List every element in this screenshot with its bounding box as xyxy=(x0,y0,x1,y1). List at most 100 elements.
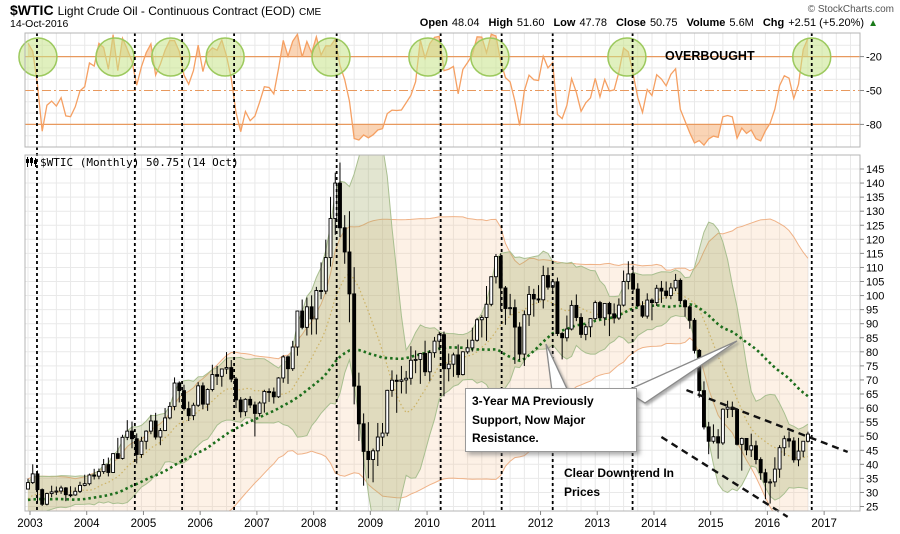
price-tick-label: 70 xyxy=(866,375,878,387)
candle xyxy=(304,306,309,328)
candle xyxy=(390,379,394,391)
volume-label: Volume xyxy=(686,17,726,29)
candle xyxy=(172,382,177,407)
candle xyxy=(460,351,465,376)
exchange-label: CME xyxy=(299,7,322,18)
callout-line: Support, Now Major xyxy=(472,412,586,427)
candle xyxy=(286,356,290,370)
price-tick-label: 90 xyxy=(866,319,878,331)
price-tick-label: 75 xyxy=(866,361,878,373)
year-tick-label: 2007 xyxy=(244,518,270,530)
overbought-highlight-circle xyxy=(151,37,191,77)
candle xyxy=(517,326,522,355)
candle xyxy=(522,314,527,355)
overbought-highlight-circle xyxy=(470,37,510,77)
candle xyxy=(295,310,300,348)
year-tick-label: 2010 xyxy=(414,518,440,530)
downtrend-channel-line xyxy=(686,388,849,454)
candle xyxy=(673,279,678,289)
change-value: +2.51 (+5.20%) xyxy=(788,17,865,29)
low-label: Low xyxy=(553,17,576,29)
candle xyxy=(68,494,73,497)
year-tick-label: 2015 xyxy=(698,518,724,530)
candle xyxy=(101,464,106,473)
main-price-panel xyxy=(26,155,810,511)
candle xyxy=(616,304,621,319)
candle xyxy=(82,483,87,486)
candle xyxy=(777,447,782,470)
candle xyxy=(73,490,78,496)
candle xyxy=(531,293,536,300)
year-tick-label: 2006 xyxy=(187,518,213,530)
candle xyxy=(319,290,324,292)
candle xyxy=(621,281,626,306)
downtrend-channel-line xyxy=(660,436,789,518)
candle xyxy=(96,471,101,477)
chart-header: $WTIC Light Crude Oil - Continuous Contra… xyxy=(10,2,321,20)
year-tick-label: 2013 xyxy=(584,518,610,530)
overbought-highlight-circle xyxy=(205,37,245,77)
trendlines xyxy=(660,388,849,518)
indicator-tick-label: -80 xyxy=(866,119,882,131)
candle xyxy=(607,302,612,315)
candle xyxy=(418,353,423,360)
candle xyxy=(659,287,664,292)
candle xyxy=(338,182,342,229)
price-tick-label: 55 xyxy=(866,417,878,429)
year-tick-label: 2009 xyxy=(358,518,384,530)
candle xyxy=(167,405,172,419)
candle xyxy=(442,334,446,370)
candle xyxy=(593,302,598,320)
volume-value: 5.6M xyxy=(729,17,754,29)
candle xyxy=(432,340,437,354)
main-panel-label: $WTIC (Monthly) 50.75 (14 Oct) xyxy=(26,156,239,169)
overbought-highlight-circle xyxy=(607,37,647,77)
candle xyxy=(446,363,451,370)
candle xyxy=(744,437,749,451)
price-tick-label: 120 xyxy=(866,234,884,246)
overbought-circles xyxy=(18,37,832,77)
candle xyxy=(267,391,272,393)
price-tick-label: 80 xyxy=(866,347,878,359)
year-tick-label: 2005 xyxy=(131,518,157,530)
year-tick-label: 2008 xyxy=(301,518,327,530)
price-tick-label: 40 xyxy=(866,459,878,471)
candle xyxy=(536,298,541,301)
candle xyxy=(706,426,711,442)
candle xyxy=(257,402,262,414)
price-tick-label: 30 xyxy=(866,487,878,499)
ticker-symbol: $WTIC xyxy=(10,2,54,18)
candle xyxy=(702,390,706,428)
candle xyxy=(153,420,158,438)
candle xyxy=(574,304,579,318)
candle xyxy=(758,459,763,474)
candle xyxy=(423,353,428,373)
price-tick-label: 45 xyxy=(866,445,878,457)
annotation-downtrend-label: Clear Downtrend In Prices xyxy=(564,464,674,502)
candle xyxy=(635,288,640,307)
candle xyxy=(252,404,257,414)
candle xyxy=(314,290,319,320)
candle xyxy=(394,379,399,382)
candle xyxy=(191,404,196,417)
candle xyxy=(120,436,125,459)
candle xyxy=(366,450,371,460)
candle xyxy=(598,302,602,319)
oversold-zone-fill xyxy=(41,124,770,146)
callout-line: 3-Year MA Previously xyxy=(472,394,594,408)
year-tick-label: 2004 xyxy=(74,518,100,530)
price-tick-label: 145 xyxy=(866,164,884,176)
candle xyxy=(186,408,191,417)
candle xyxy=(427,352,432,373)
candle xyxy=(541,275,546,301)
candle xyxy=(78,484,82,492)
candle xyxy=(134,438,139,455)
candle xyxy=(333,182,338,219)
candle xyxy=(489,276,494,305)
candle xyxy=(583,326,588,335)
chart-title: Light Crude Oil - Continuous Contract (E… xyxy=(57,4,295,18)
candle xyxy=(806,433,810,442)
candle xyxy=(404,377,409,381)
candle xyxy=(290,346,295,370)
